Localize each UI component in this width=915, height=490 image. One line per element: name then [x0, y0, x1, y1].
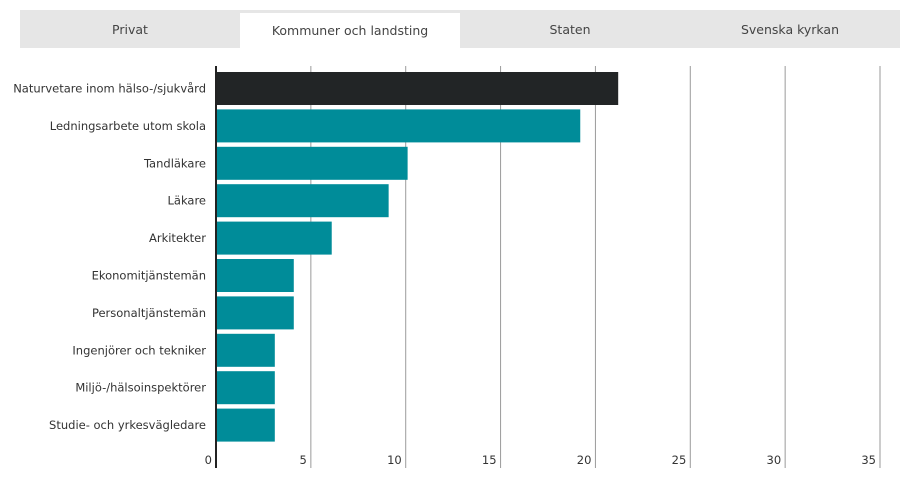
category-label-6: Ekonomitjänstemän [92, 269, 206, 283]
bar-1 [216, 72, 619, 105]
tab-privat[interactable]: Privat [112, 21, 148, 37]
bar-3 [216, 146, 408, 180]
category-label-4: Läkare [167, 194, 206, 208]
bar-4 [216, 184, 389, 218]
x-tick-label-0: 0 [205, 453, 212, 467]
x-tick-label-25: 25 [672, 453, 687, 467]
bar-5 [216, 221, 332, 255]
category-labels: Naturvetare inom hälso-/sjukvård Lednings… [13, 82, 206, 433]
bar-6 [216, 259, 294, 292]
x-tick-label-15: 15 [482, 453, 497, 467]
bar-8 [216, 333, 275, 367]
x-tick-labels: 0 5 10 15 20 25 30 35 [205, 453, 876, 467]
bar-7 [216, 296, 294, 330]
tab-svenska-kyrkan[interactable]: Svenska kyrkan [740, 21, 840, 37]
category-label-2: Ledningsarbete utom skola [50, 119, 206, 133]
segment-tab-bar: Privat Kommuner och landsting Staten Sve… [20, 10, 900, 48]
x-tick-label-20: 20 [577, 453, 592, 467]
category-label-10: Studie- och yrkesvägledare [49, 418, 206, 432]
bars [216, 72, 619, 442]
category-label-8: Ingenjörer och tekniker [72, 343, 206, 357]
category-label-3: Tandläkare [143, 156, 206, 170]
bar-2 [216, 109, 581, 143]
category-label-9: Miljö-/hälsoinspektörer [75, 381, 206, 395]
bar-10 [216, 408, 275, 442]
x-tick-label-35: 35 [861, 453, 876, 467]
category-label-1: Naturvetare inom hälso-/sjukvård [13, 82, 206, 96]
tab-kommuner-och-landsting[interactable]: Kommuner och landsting [240, 13, 460, 48]
bar-9 [216, 371, 275, 405]
x-tick-label-30: 30 [767, 453, 782, 467]
category-label-7: Personaltjänstemän [92, 306, 206, 320]
category-label-5: Arkitekter [149, 231, 206, 245]
tab-staten[interactable]: Staten [549, 21, 591, 37]
x-tick-label-5: 5 [300, 453, 307, 467]
x-tick-label-10: 10 [387, 453, 402, 467]
